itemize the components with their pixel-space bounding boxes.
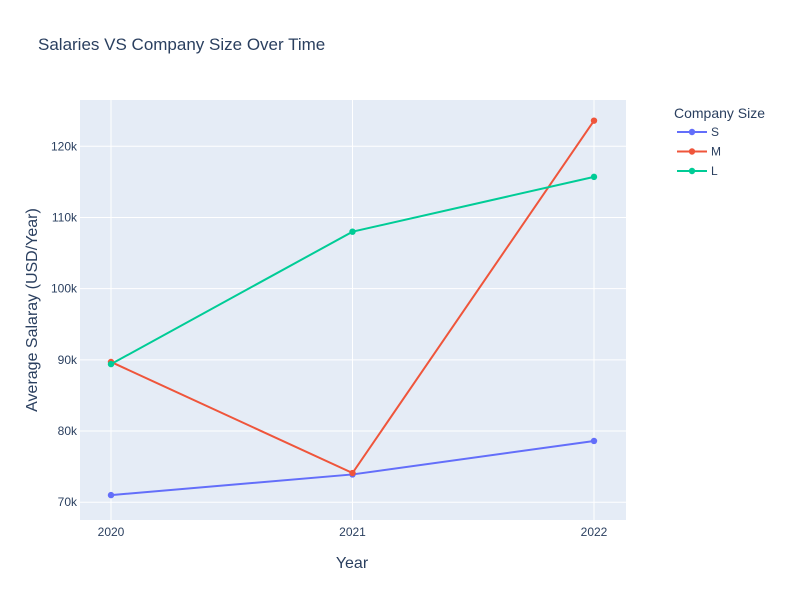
y-tick-label: 110k [52,210,78,224]
y-tick-label: 120k [51,139,78,153]
legend-marker [688,148,696,155]
legend[interactable]: Company Size SML [674,105,765,178]
y-tick-label: 80k [58,424,78,438]
series-group [107,117,598,499]
legend-marker [688,128,696,136]
data-point-l [107,360,115,368]
data-point-s [107,491,115,499]
y-tick-label: 90k [58,353,78,367]
legend-label: M [711,145,721,159]
legend-label: S [711,125,719,139]
data-point-m [349,469,356,477]
x-axis-ticks: 2020 2021 2022 [98,525,608,539]
legend-label: L [711,164,718,178]
x-tick-label: 2020 [98,525,125,539]
data-point-l [349,228,356,235]
data-point-l [590,173,598,181]
y-axis-ticks: 70k 80k 90k 100k 110k 120k [51,139,78,509]
x-axis-title: Year [336,555,369,572]
legend-marker [688,167,696,175]
data-point-s [590,437,598,445]
x-tick-label: 2021 [339,525,366,539]
grid-lines [80,100,626,520]
y-tick-label: 100k [51,282,78,296]
legend-title: Company Size [674,105,765,121]
y-axis-title: Average Salaray (USD/Year) [24,208,41,412]
legend-item-l[interactable]: L [677,164,718,178]
x-tick-label: 2022 [581,525,608,539]
legend-item-m[interactable]: M [677,145,721,159]
y-tick-label: 70k [58,495,78,509]
legend-item-s[interactable]: S [677,125,719,139]
data-point-m [590,117,598,124]
chart-title: Salaries VS Company Size Over Time [38,35,325,54]
